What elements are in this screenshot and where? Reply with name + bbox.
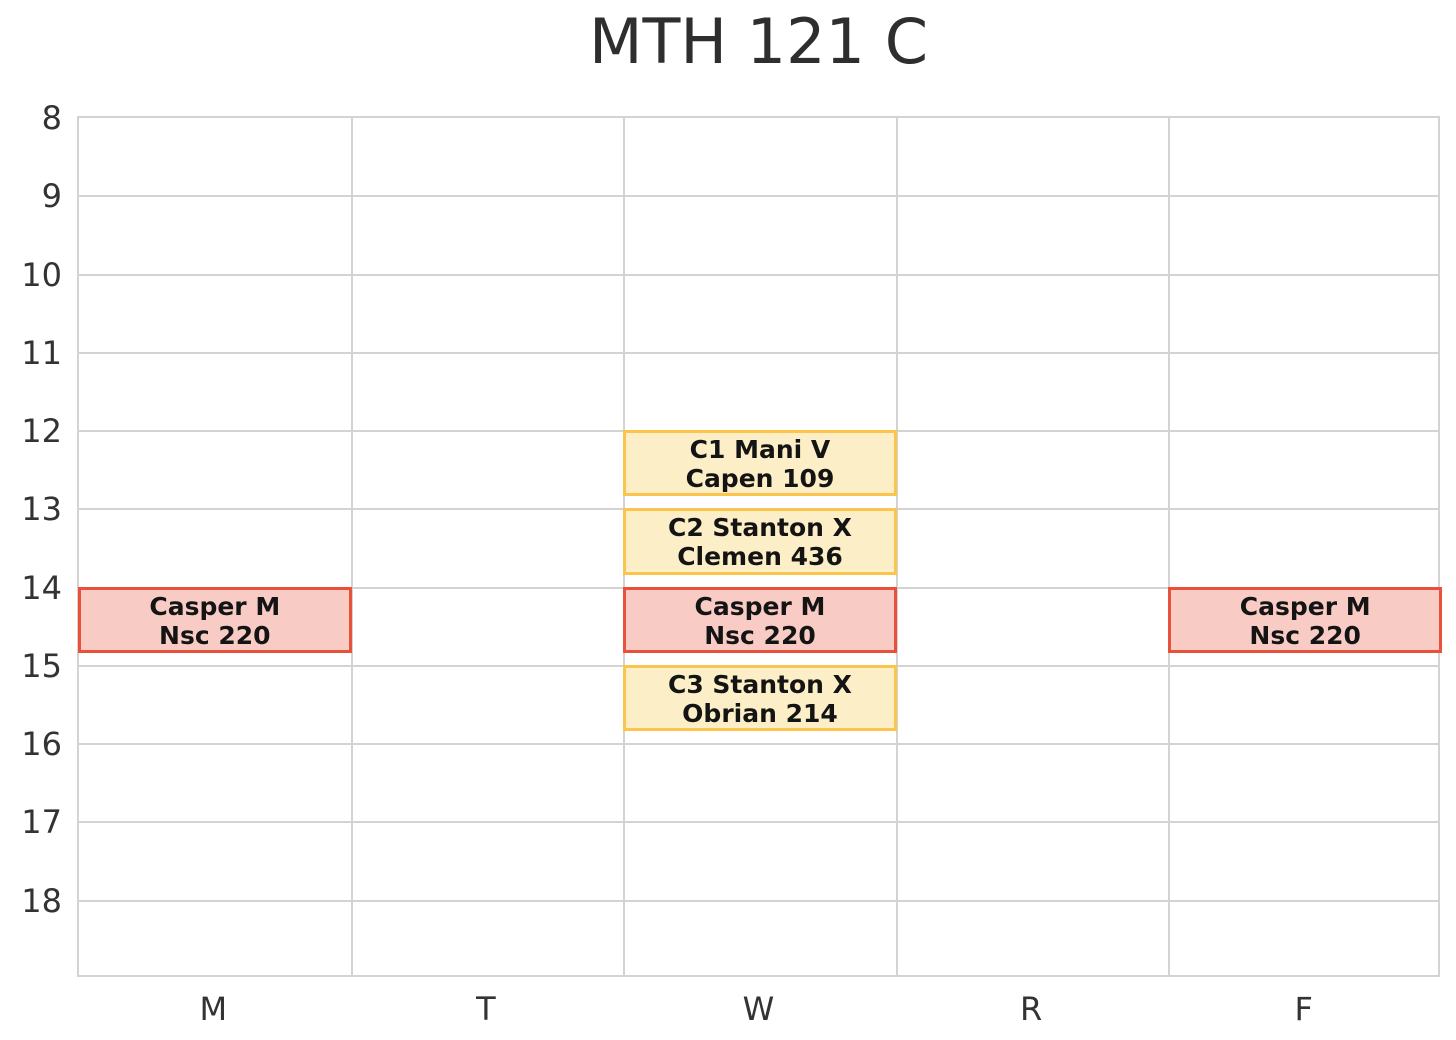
- hour-gridline: [79, 743, 1438, 746]
- y-axis-tick-label: 16: [21, 725, 62, 764]
- event-room-label: Nsc 220: [1249, 620, 1361, 650]
- event-room-label: Nsc 220: [159, 620, 271, 650]
- hour-gridline: [79, 195, 1438, 198]
- x-axis-day-label: R: [1019, 990, 1043, 1028]
- day-gridline: [1168, 118, 1171, 975]
- chart-title: MTH 121 C: [588, 5, 929, 78]
- y-axis-tick-label: 12: [21, 412, 62, 451]
- event-block-lecture: Casper M Nsc 220: [78, 586, 352, 653]
- hour-gridline: [79, 273, 1438, 276]
- event-instructor-label: Casper M: [1239, 591, 1371, 621]
- event-room-label: Obrian 214: [682, 698, 838, 728]
- x-axis-day-label: W: [742, 990, 775, 1028]
- y-axis-tick-label: 15: [21, 646, 62, 685]
- y-axis-tick-label: 18: [21, 881, 62, 920]
- event-block-recitation: C3 Stanton X Obrian 214: [623, 664, 897, 732]
- x-axis-day-label: M: [199, 990, 228, 1028]
- event-room-label: Capen 109: [685, 464, 835, 494]
- x-axis-day-label: T: [476, 990, 496, 1028]
- event-block-lecture: Casper M Nsc 220: [623, 586, 897, 653]
- y-axis-tick-label: 8: [41, 99, 62, 137]
- event-instructor-label: C1 Mani V: [689, 435, 831, 465]
- event-block-recitation: C1 Mani V Capen 109: [623, 430, 897, 497]
- event-instructor-label: C3 Stanton X: [667, 669, 852, 699]
- event-block-lecture: Casper M Nsc 220: [1168, 586, 1442, 653]
- plot-area: Casper M Nsc 220 C1 Mani V Capen 109 C2 Stan…: [77, 116, 1442, 977]
- y-axis-tick-label: 14: [21, 568, 62, 607]
- y-axis-tick-label: 17: [21, 803, 62, 842]
- event-instructor-label: Casper M: [694, 591, 826, 621]
- y-axis-tick-label: 13: [21, 490, 62, 529]
- day-gridline: [350, 118, 353, 975]
- y-axis-tick-label: 11: [21, 333, 62, 372]
- y-axis-tick-label: 9: [41, 177, 62, 216]
- event-instructor-label: Casper M: [149, 591, 281, 621]
- hour-gridline: [79, 821, 1438, 824]
- y-axis-tick-label: 10: [21, 255, 62, 294]
- hour-gridline: [79, 899, 1438, 902]
- hour-gridline: [79, 351, 1438, 354]
- event-room-label: Nsc 220: [704, 620, 816, 650]
- day-gridline: [895, 118, 898, 975]
- event-room-label: Clemen 436: [677, 542, 843, 572]
- event-instructor-label: C2 Stanton X: [667, 513, 852, 543]
- x-axis-day-label: F: [1294, 990, 1313, 1028]
- event-block-recitation: C2 Stanton X Clemen 436: [623, 508, 897, 575]
